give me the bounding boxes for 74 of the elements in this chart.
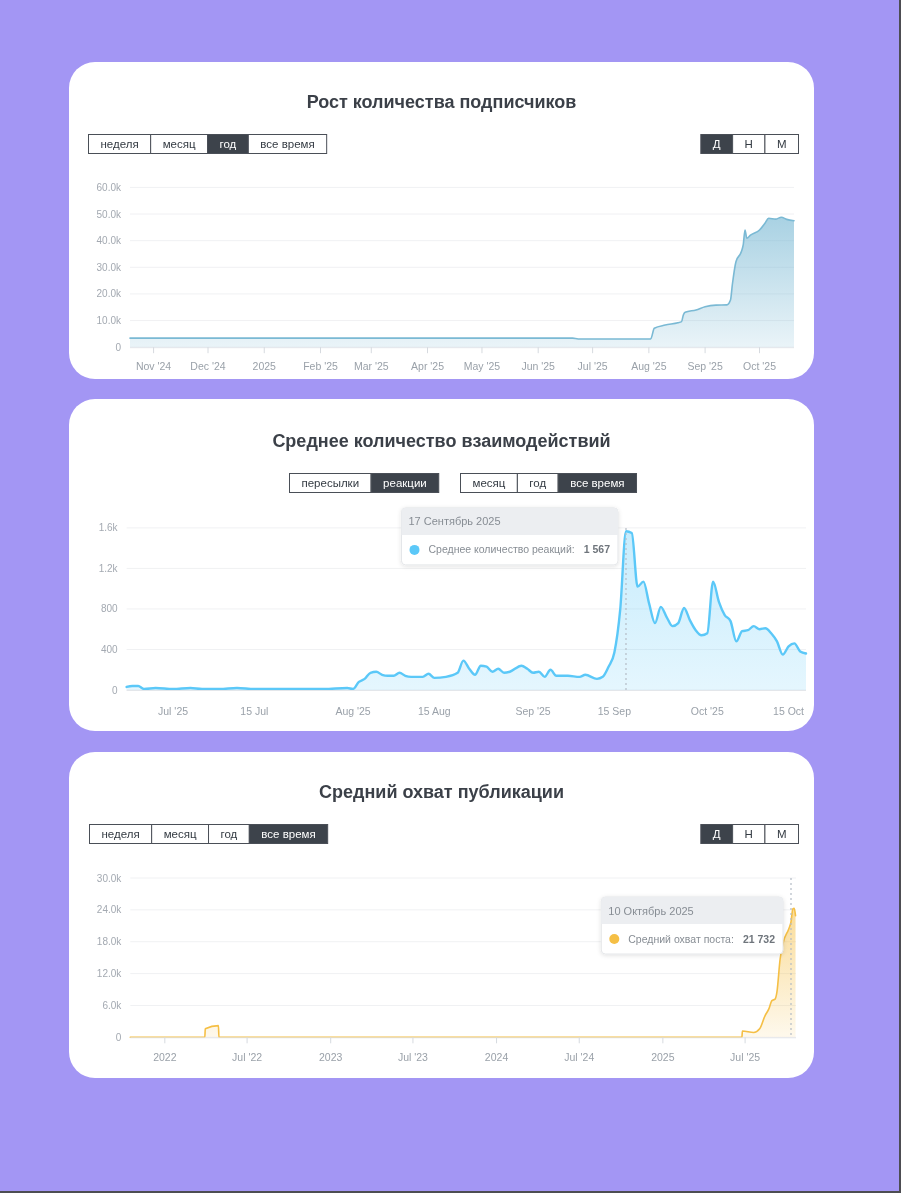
x-tick-label: 2022 xyxy=(153,1051,177,1063)
toggle-button: Д xyxy=(700,134,734,154)
y-tick-label: 18.0k xyxy=(96,936,123,948)
annotation: 10 Октябрь 2025 xyxy=(608,904,694,917)
x-tick-label: Aug '25 xyxy=(631,360,667,372)
x-tick-label: Jul '25 xyxy=(577,360,608,372)
chart-title: Среднее количество взаимодействий xyxy=(272,431,611,451)
data-label: 21 732 xyxy=(742,932,776,945)
y-tick-label: 12.0k xyxy=(96,968,123,980)
legend-label: Среднее количество реакций: xyxy=(428,543,575,556)
x-tick-label: Jul '22 xyxy=(232,1051,263,1063)
y-tick-label: 0 xyxy=(115,341,122,353)
legend-label: Средний охват поста: xyxy=(628,932,734,945)
x-tick-label: 2024 xyxy=(484,1051,509,1063)
x-tick-label: Dec '24 xyxy=(190,360,226,372)
toggle-button: год xyxy=(207,134,249,154)
toggle-button: Н xyxy=(732,824,766,844)
toggle-button: месяц xyxy=(460,473,518,493)
text: 17 Сентябрь 2025 xyxy=(408,515,501,528)
chart-title: Рост количества подписчиков xyxy=(306,92,577,112)
toggle-button: месяц xyxy=(150,134,208,154)
y-tick-label: 1.2k xyxy=(98,562,119,574)
y-tick-label: 6.0k xyxy=(102,999,123,1011)
x-tick-label: 15 Oct xyxy=(773,705,805,717)
x-tick-label: Mar '25 xyxy=(353,360,389,372)
x-tick-label: Oct '25 xyxy=(690,705,724,717)
y-tick-label: 0 xyxy=(115,1031,122,1043)
chart-title: Средний охват публикации xyxy=(319,782,564,802)
toggle-button: Н xyxy=(732,134,766,154)
x-tick-label: Jul '23 xyxy=(397,1051,429,1063)
y-tick-label: 24.0k xyxy=(96,904,123,916)
x-tick-label: Feb '25 xyxy=(303,360,338,372)
x-tick-label: Oct '25 xyxy=(743,360,777,372)
toggle-button: год xyxy=(516,473,559,493)
x-tick-label: May '25 xyxy=(463,360,501,372)
y-tick-label: 50.0k xyxy=(96,208,122,220)
toggle-button: все время xyxy=(557,473,637,493)
y-tick-label: 0 xyxy=(112,684,119,696)
y-tick-label: 30.0k xyxy=(96,261,122,273)
x-tick-label: Nov '24 xyxy=(135,360,172,372)
x-tick-label: 2025 xyxy=(651,1051,675,1063)
x-tick-label: Aug '25 xyxy=(335,705,371,717)
y-tick-label: 400 xyxy=(100,643,119,655)
toggle-button: неделя xyxy=(88,134,152,154)
x-tick-label: Sep '25 xyxy=(515,705,551,717)
y-tick-label: 800 xyxy=(100,603,119,615)
y-tick-label: 1.6k xyxy=(98,522,119,534)
y-tick-label: 30.0k xyxy=(96,872,123,884)
x-tick-label: 2025 xyxy=(252,360,277,372)
toggle-button: М xyxy=(764,134,799,154)
x-tick-label: Jul '25 xyxy=(730,1051,761,1063)
x-tick-label: 15 Sep xyxy=(597,705,632,717)
x-tick-label: Jul '24 xyxy=(564,1051,595,1063)
toggle-button: М xyxy=(764,824,799,844)
toggle-button: год xyxy=(208,824,250,844)
y-tick-label: 40.0k xyxy=(96,235,122,247)
y-tick-label: 60.0k xyxy=(96,181,122,193)
toggle-button: Д xyxy=(700,824,734,844)
toggle-button: пересылки xyxy=(289,473,372,493)
data-label: 1 567 xyxy=(583,543,611,556)
x-tick-label: Apr '25 xyxy=(411,360,445,372)
toggle-button: все время xyxy=(248,824,329,844)
x-tick-label: Jun '25 xyxy=(521,360,556,372)
toggle-button: месяц xyxy=(151,824,209,844)
x-tick-label: Sep '25 xyxy=(687,360,723,372)
x-tick-label: 15 Aug xyxy=(418,705,451,717)
toggle-button: реакции xyxy=(370,473,440,493)
x-tick-label: Jul '25 xyxy=(158,705,189,717)
x-tick-label: 15 Jul xyxy=(240,705,269,717)
toggle-button: все время xyxy=(247,134,328,154)
y-tick-label: 20.0k xyxy=(96,288,122,300)
x-tick-label: 2023 xyxy=(319,1051,343,1063)
toggle-button: неделя xyxy=(89,824,153,844)
y-tick-label: 10.0k xyxy=(96,315,122,327)
